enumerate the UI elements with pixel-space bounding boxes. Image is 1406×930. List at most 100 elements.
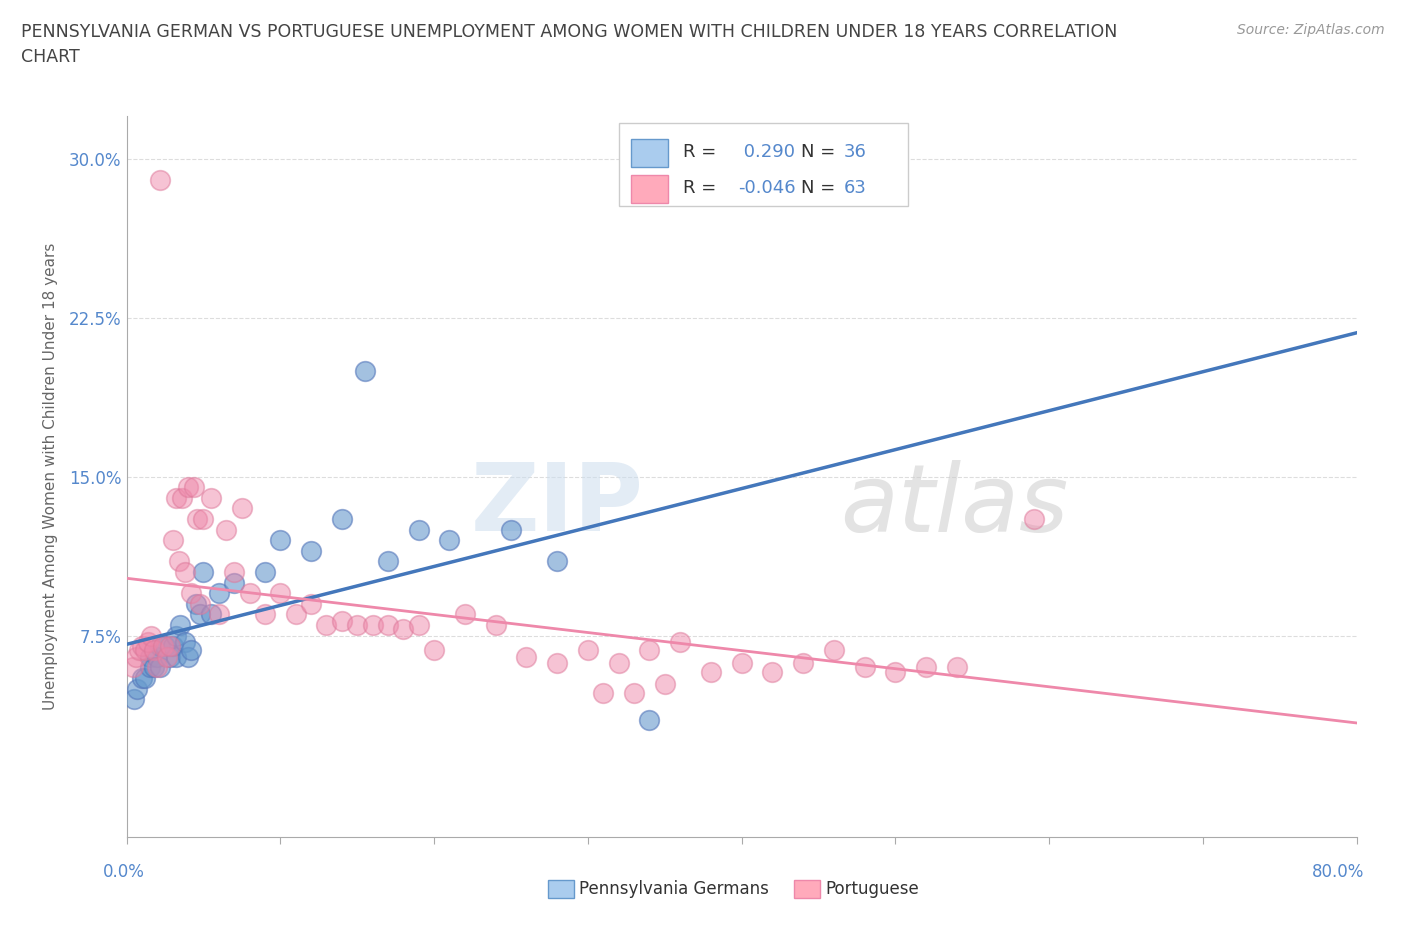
Point xyxy=(669,634,692,649)
Point xyxy=(484,618,508,632)
Text: N =: N = xyxy=(801,179,835,197)
Point xyxy=(408,618,430,632)
Point xyxy=(946,660,969,675)
Point xyxy=(700,664,723,679)
Point xyxy=(131,639,153,654)
Point xyxy=(208,586,231,601)
Point xyxy=(638,713,661,728)
Point xyxy=(159,639,181,654)
Point xyxy=(127,681,149,696)
Y-axis label: Unemployment Among Women with Children Under 18 years: Unemployment Among Women with Children U… xyxy=(44,243,58,711)
Point xyxy=(253,565,276,579)
Text: 0.0%: 0.0% xyxy=(103,863,145,881)
Point xyxy=(330,512,353,526)
Point xyxy=(269,586,291,601)
Point xyxy=(208,607,231,622)
Point xyxy=(162,533,184,548)
Point xyxy=(188,596,211,611)
FancyBboxPatch shape xyxy=(619,124,908,206)
Point xyxy=(546,554,568,569)
Point xyxy=(143,643,166,658)
Point xyxy=(165,649,187,664)
Bar xyxy=(631,176,668,203)
Point xyxy=(193,565,215,579)
Point xyxy=(439,533,461,548)
Point xyxy=(183,480,205,495)
Point xyxy=(149,172,172,187)
Point xyxy=(346,618,368,632)
Point xyxy=(149,639,172,654)
Text: R =: R = xyxy=(683,179,716,197)
Point xyxy=(354,364,377,379)
Point xyxy=(361,618,384,632)
Point xyxy=(186,512,208,526)
Text: ZIP: ZIP xyxy=(471,459,643,551)
Point xyxy=(134,643,156,658)
Point xyxy=(174,565,197,579)
Text: 36: 36 xyxy=(844,143,866,161)
Point xyxy=(188,607,211,622)
Point xyxy=(607,656,630,671)
Point xyxy=(184,596,207,611)
Point xyxy=(239,586,262,601)
Point xyxy=(125,649,148,664)
Point xyxy=(654,677,676,692)
Point xyxy=(193,512,215,526)
Point xyxy=(915,660,938,675)
Bar xyxy=(631,140,668,166)
Point xyxy=(546,656,568,671)
Point xyxy=(174,634,197,649)
Point xyxy=(128,643,150,658)
Text: 0.290: 0.290 xyxy=(738,143,794,161)
Point xyxy=(146,660,169,675)
Point xyxy=(224,575,246,590)
Point xyxy=(153,639,176,654)
Point xyxy=(853,660,876,675)
Text: Pennsylvania Germans: Pennsylvania Germans xyxy=(579,880,769,898)
Point xyxy=(408,522,430,537)
Point xyxy=(315,618,337,632)
Point xyxy=(253,607,276,622)
Point xyxy=(146,649,169,664)
Point xyxy=(576,643,599,658)
Point xyxy=(121,660,143,675)
Point xyxy=(170,490,193,505)
Point xyxy=(423,643,446,658)
Point xyxy=(377,618,399,632)
Point xyxy=(200,490,222,505)
Point xyxy=(1022,512,1045,526)
Point xyxy=(638,643,661,658)
Point xyxy=(138,649,160,664)
Point xyxy=(122,692,145,707)
Point xyxy=(162,639,184,654)
Point xyxy=(792,656,814,671)
Point xyxy=(165,490,187,505)
Text: N =: N = xyxy=(801,143,835,161)
Point xyxy=(269,533,291,548)
Text: Source: ZipAtlas.com: Source: ZipAtlas.com xyxy=(1237,23,1385,37)
Point xyxy=(141,628,162,643)
Point xyxy=(884,664,907,679)
Text: PENNSYLVANIA GERMAN VS PORTUGUESE UNEMPLOYMENT AMONG WOMEN WITH CHILDREN UNDER 1: PENNSYLVANIA GERMAN VS PORTUGUESE UNEMPL… xyxy=(21,23,1118,41)
Point xyxy=(761,664,783,679)
Point xyxy=(330,614,353,629)
Point xyxy=(224,565,246,579)
Text: -0.046: -0.046 xyxy=(738,179,796,197)
Point xyxy=(823,643,845,658)
Point xyxy=(299,596,322,611)
Point xyxy=(138,660,160,675)
Point xyxy=(136,634,159,649)
Point xyxy=(152,639,174,654)
Point xyxy=(131,671,153,685)
Point xyxy=(143,660,166,675)
Point xyxy=(155,649,177,664)
Text: atlas: atlas xyxy=(839,460,1069,551)
Point xyxy=(180,643,202,658)
Point xyxy=(231,501,253,516)
Point xyxy=(377,554,399,569)
Point xyxy=(284,607,307,622)
Point xyxy=(731,656,754,671)
Point xyxy=(200,607,222,622)
Point xyxy=(215,522,238,537)
Point xyxy=(299,543,322,558)
